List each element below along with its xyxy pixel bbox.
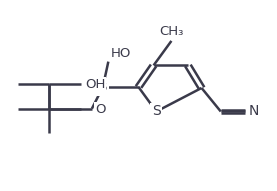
Text: S: S [152,104,161,118]
Text: O: O [95,103,106,116]
Text: OH: OH [85,78,106,91]
Text: N: N [249,104,259,118]
Text: HO: HO [111,47,132,60]
Text: CH₃: CH₃ [159,25,184,38]
Text: B: B [98,80,108,94]
